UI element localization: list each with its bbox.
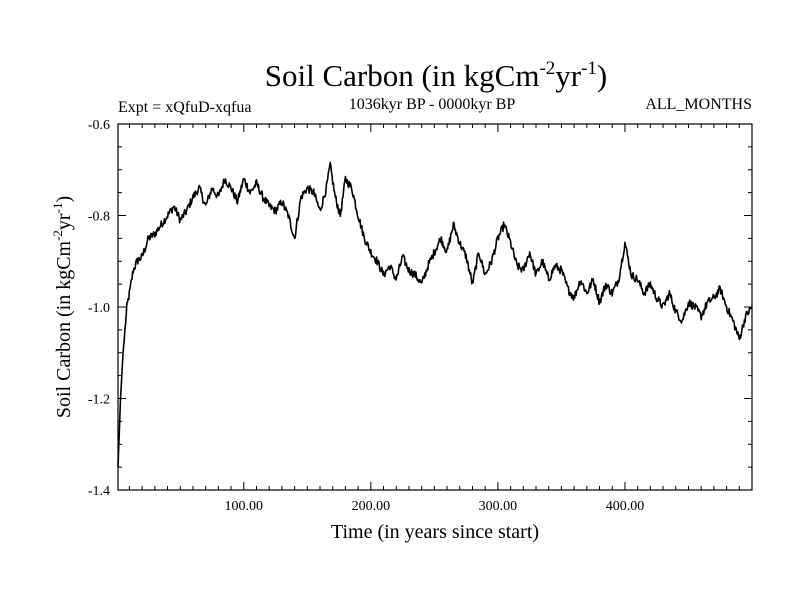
x-tick-label: 300.00 (479, 499, 518, 514)
y-tick-label: -0.6 (88, 118, 110, 133)
chart-title: Soil Carbon (in kgCm-2yr-1) (265, 58, 608, 93)
y-tick-label: -1.4 (88, 484, 110, 499)
series-line-soil-carbon (117, 161, 753, 468)
x-tick-label: 400.00 (606, 499, 645, 514)
y-tick-label: -1.2 (88, 393, 110, 408)
plot-frame (117, 123, 753, 491)
experiment-label: Expt = xQfuD-xqfua (118, 99, 251, 116)
x-tick-label: 200.00 (352, 499, 391, 514)
x-axis-title: Time (in years since start) (331, 521, 539, 543)
axis-ticks: 100.00 200.00 300.00 400.00 -1.4 -1.2 -1.0 -0.8… (88, 118, 752, 514)
months-label: ALL_MONTHS (645, 96, 752, 113)
period-label: 1036kyr BP - 0000kyr BP (349, 96, 516, 113)
y-tick-label: -1.0 (88, 301, 110, 316)
y-tick-label: -0.8 (88, 210, 110, 225)
x-tick-label: 100.00 (225, 499, 264, 514)
y-axis-title: Soil Carbon (in kgCm-2yr-1) (50, 196, 75, 418)
